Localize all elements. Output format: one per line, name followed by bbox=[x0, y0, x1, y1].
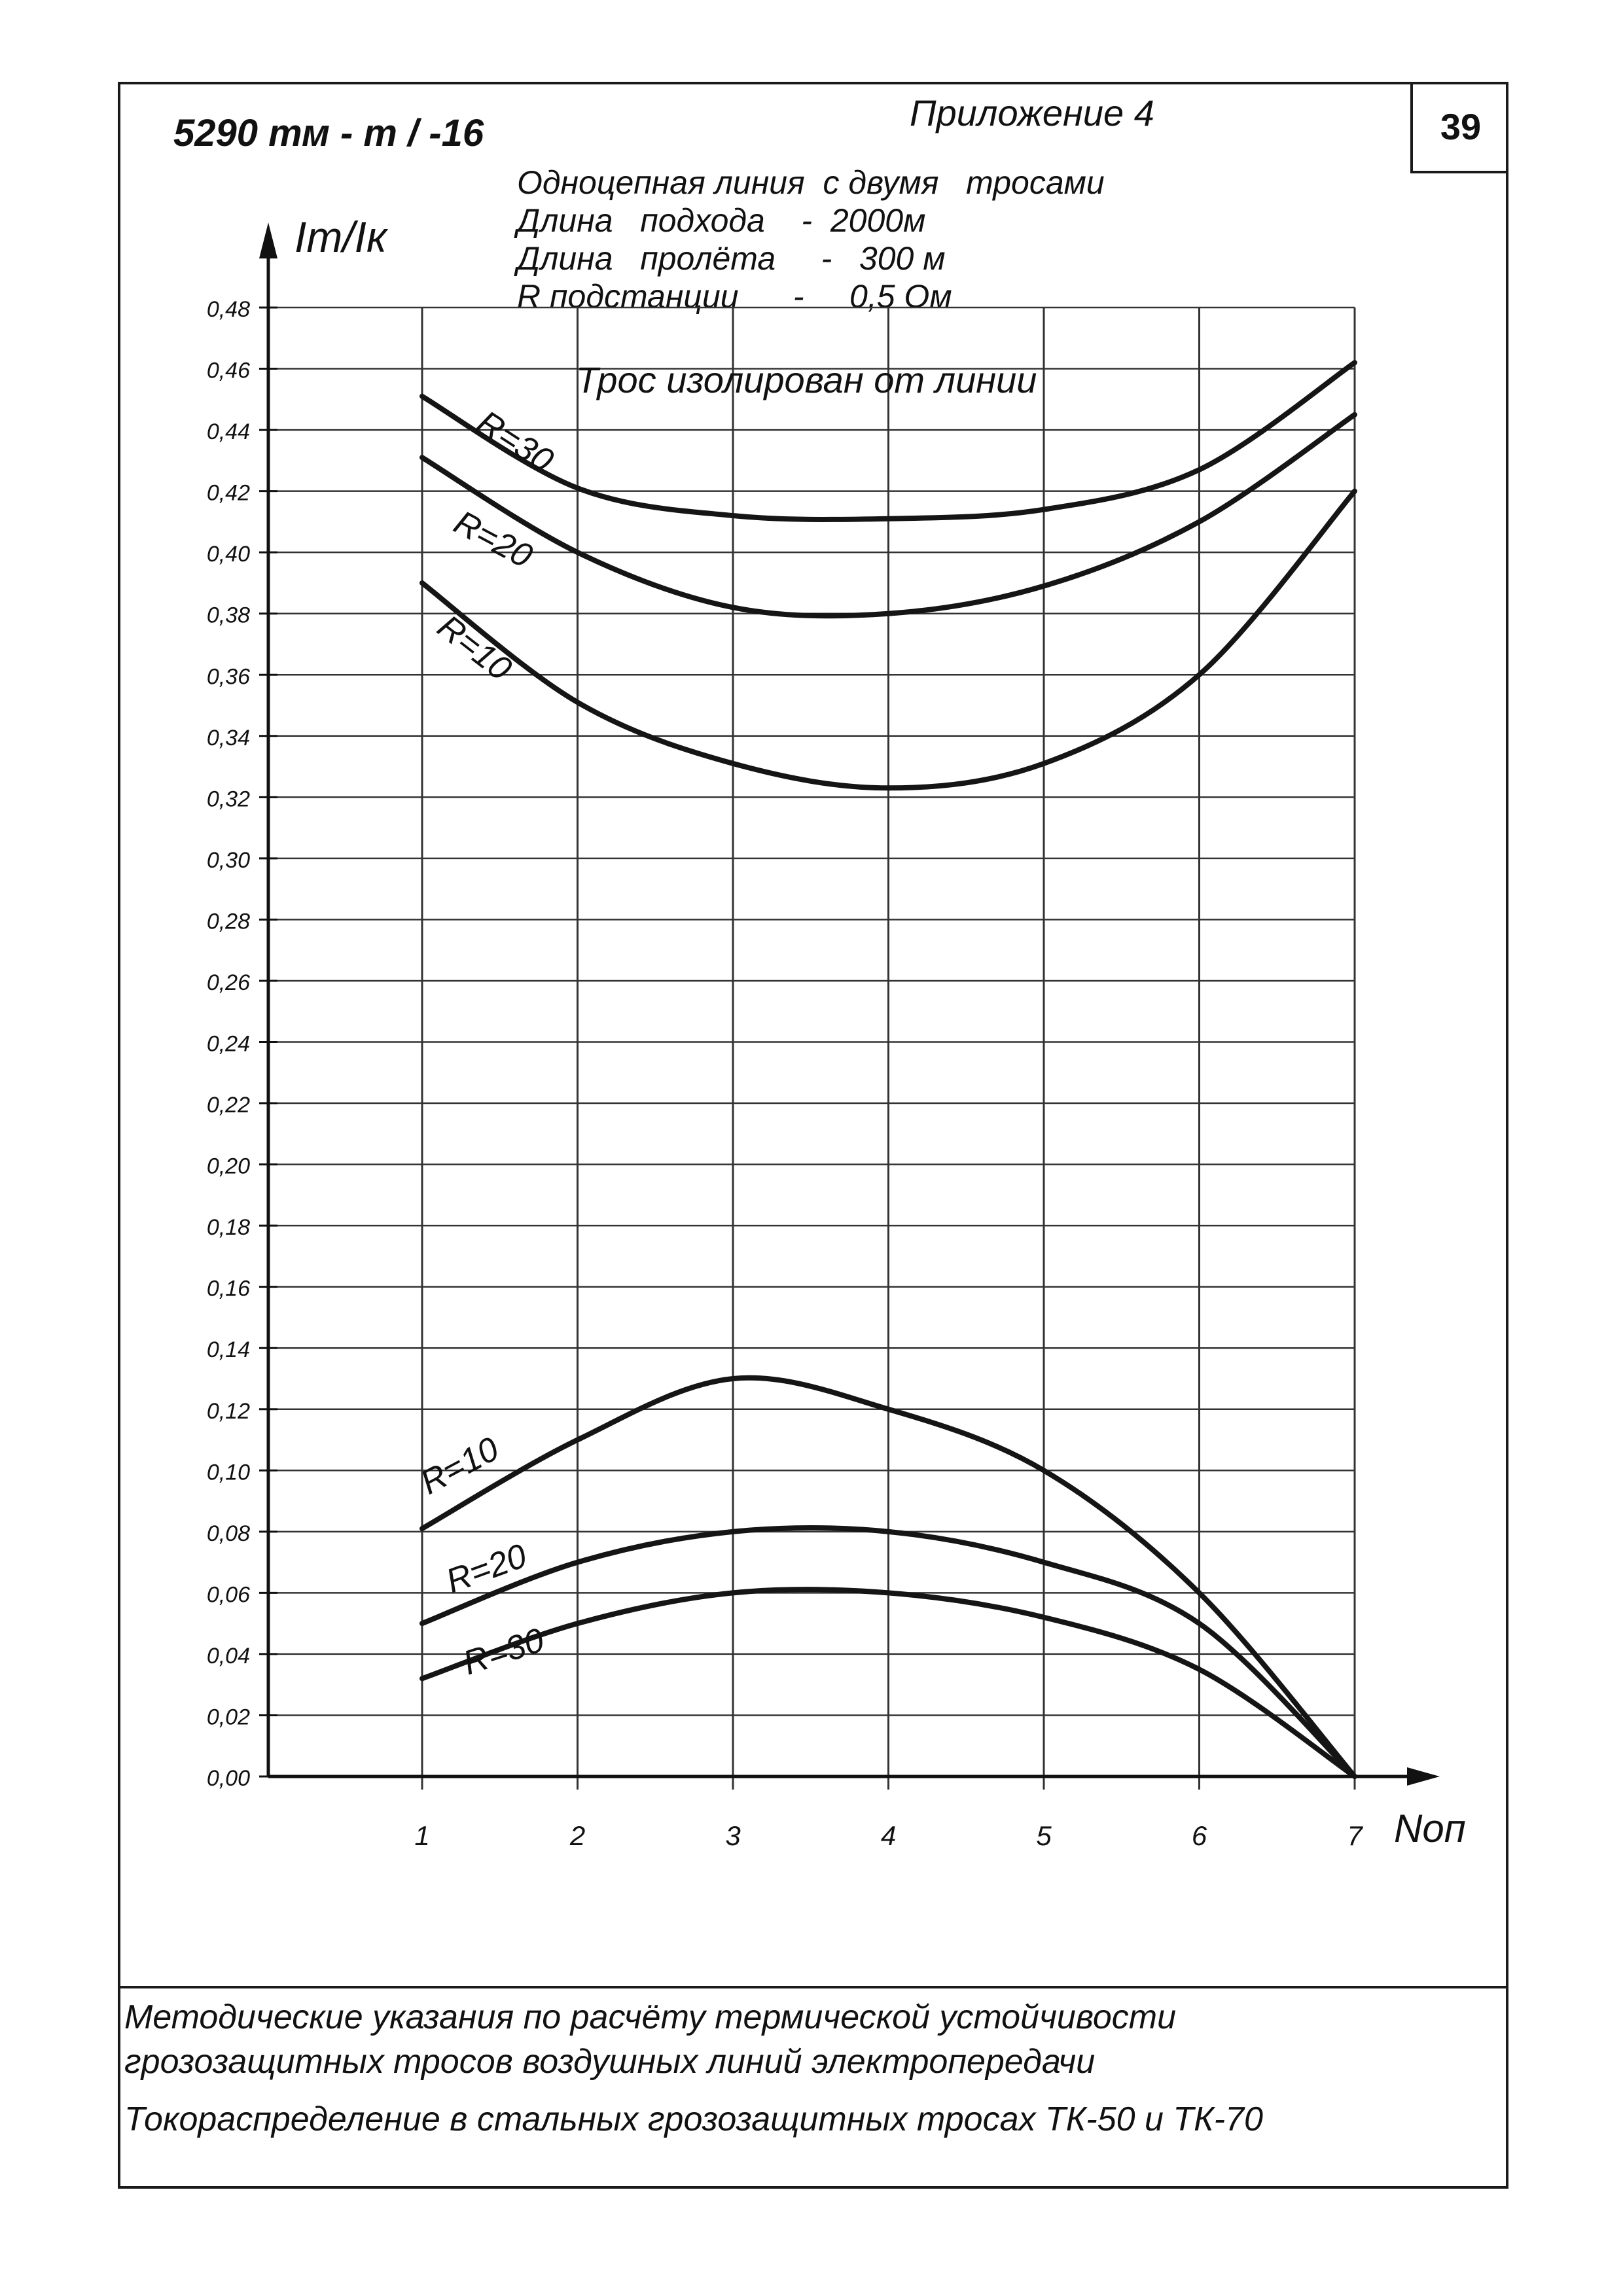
y-tick-label: 0,22 bbox=[207, 1093, 250, 1118]
chart-notes: Одноцепная линия с двумя тросами Длина п… bbox=[517, 164, 1105, 315]
y-tick-label: 0,26 bbox=[207, 970, 250, 995]
y-tick-label: 0,30 bbox=[207, 848, 250, 873]
series-line bbox=[419, 1375, 1357, 1779]
series-label: R=30 bbox=[459, 1621, 549, 1682]
y-tick-label: 0,18 bbox=[207, 1215, 250, 1240]
page-number: 39 bbox=[1410, 82, 1508, 173]
x-axis-label: Nоп bbox=[1394, 1807, 1466, 1850]
x-tick-label: 6 bbox=[1192, 1820, 1207, 1851]
title-line: грозозащитных тросов воздушных линий эле… bbox=[124, 2043, 1096, 2081]
x-tick-label: 4 bbox=[881, 1820, 896, 1851]
y-tick-label: 0,40 bbox=[207, 542, 250, 567]
y-tick-label: 0,20 bbox=[207, 1154, 250, 1179]
chart-annotation: Трос изолирован от линии bbox=[576, 359, 1037, 400]
x-tick-label: 3 bbox=[725, 1820, 740, 1851]
y-tick-label: 0,10 bbox=[207, 1460, 250, 1485]
series-label: R=20 bbox=[448, 503, 538, 575]
y-tick-label: 0,24 bbox=[207, 1032, 250, 1057]
series-line bbox=[419, 360, 1357, 522]
x-tick-label: 1 bbox=[414, 1820, 429, 1851]
series-line bbox=[419, 1587, 1357, 1779]
y-tick-label: 0,14 bbox=[207, 1337, 250, 1362]
drawing-frame bbox=[118, 82, 1508, 2189]
y-tick-label: 0,46 bbox=[207, 359, 250, 383]
y-tick-label: 0,00 bbox=[207, 1766, 250, 1791]
y-tick-label: 0,02 bbox=[207, 1704, 250, 1729]
x-tick-label: 2 bbox=[569, 1820, 585, 1851]
document-code: 5290 тм - т / -16 bbox=[173, 112, 484, 154]
y-tick-label: 0,34 bbox=[207, 726, 250, 751]
y-tick-label: 0,08 bbox=[207, 1521, 250, 1546]
y-tick-label: 0,48 bbox=[207, 297, 250, 322]
title-line: Методические указания по расчёту термиче… bbox=[124, 1998, 1176, 2036]
series-label: R=10 bbox=[431, 608, 519, 688]
y-tick-label: 0,38 bbox=[207, 603, 250, 628]
series-label: R=20 bbox=[441, 1537, 531, 1601]
x-axis-arrow bbox=[1407, 1767, 1440, 1786]
y-tick-label: 0,32 bbox=[207, 786, 250, 811]
series-line bbox=[419, 1525, 1357, 1779]
series-label: R=10 bbox=[414, 1430, 505, 1502]
y-tick-label: 0,04 bbox=[207, 1644, 250, 1669]
y-tick-label: 0,28 bbox=[207, 909, 250, 934]
title-line: Токораспределение в стальных грозозащитн… bbox=[124, 2100, 1263, 2138]
y-tick-label: 0,42 bbox=[207, 481, 250, 506]
y-tick-label: 0,16 bbox=[207, 1277, 250, 1301]
appendix-label: Приложение 4 bbox=[910, 92, 1154, 133]
y-axis-label: Iт/Iк bbox=[294, 213, 389, 261]
title-block: Методические указания по расчёту термиче… bbox=[118, 1986, 1508, 2189]
note-line: Длина подхода - 2000м bbox=[517, 202, 926, 239]
series-label: R=30 bbox=[470, 403, 560, 480]
y-axis-arrow bbox=[259, 222, 277, 258]
x-tick-label: 7 bbox=[1347, 1820, 1363, 1851]
note-line: Длина пролёта - 300 м bbox=[517, 240, 946, 277]
y-tick-label: 0,44 bbox=[207, 419, 250, 444]
note-line: Одноцепная линия с двумя тросами bbox=[517, 164, 1105, 201]
series-line bbox=[419, 488, 1357, 791]
note-line: R подстанции - 0,5 Ом bbox=[517, 278, 952, 315]
y-tick-label: 0,12 bbox=[207, 1399, 250, 1424]
y-tick-label: 0,06 bbox=[207, 1582, 250, 1607]
x-tick-label: 5 bbox=[1036, 1820, 1052, 1851]
series-line bbox=[419, 412, 1357, 619]
y-tick-label: 0,36 bbox=[207, 664, 250, 689]
